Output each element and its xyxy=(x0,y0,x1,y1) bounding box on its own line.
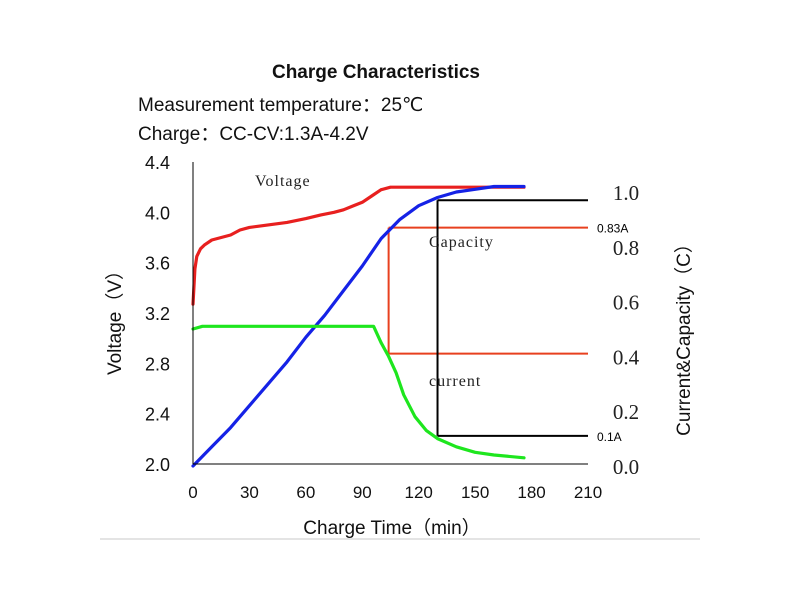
y-left-tick-label-4: 3.6 xyxy=(145,254,170,274)
y-left-tick-labels: 2.0 2.4 2.8 3.2 3.6 4.0 4.4 xyxy=(145,153,170,475)
x-tick-label-0: 0 xyxy=(188,483,197,502)
y-left-tick-label-2: 2.8 xyxy=(145,354,170,374)
chart-title: Charge Characteristics xyxy=(272,62,480,83)
y-left-tick-label-1: 2.4 xyxy=(145,405,170,425)
y-right-tick-label-5: 1.0 xyxy=(613,181,639,205)
y-left-tick-label-0: 2.0 xyxy=(145,455,170,475)
x-tick-label-1: 30 xyxy=(240,483,259,502)
guide-lines xyxy=(387,199,588,437)
current-series-line xyxy=(191,324,526,460)
voltage-series-label: Voltage xyxy=(255,173,311,190)
y-right-tick-label-2: 0.4 xyxy=(613,345,640,369)
voltage-series-line xyxy=(191,185,526,306)
capacity-series-line xyxy=(191,184,526,468)
current-series-label: current xyxy=(429,373,481,390)
y-right-tick-label-1: 0.2 xyxy=(613,400,639,424)
x-tick-label-6: 180 xyxy=(517,483,545,502)
x-axis-label: Charge Time（min） xyxy=(303,517,480,539)
series-layer xyxy=(191,184,526,468)
y-left-tick-label-6: 4.4 xyxy=(145,153,170,173)
y-right-axis-label: Current&Capacity（C） xyxy=(673,234,695,436)
y-right-tick-labels: 0.0 0.2 0.4 0.6 0.8 1.0 xyxy=(613,181,640,479)
y-right-tick-label-0: 0.0 xyxy=(613,455,639,479)
plot-frame xyxy=(192,162,588,465)
x-tick-label-3: 90 xyxy=(353,483,372,502)
chart-subtitle-charge: Charge：CC-CV:1.3A-4.2V xyxy=(138,124,369,145)
capacity-series-label: Capacity xyxy=(429,234,494,251)
annotations: 0.83A 0.1A xyxy=(597,222,628,444)
annotation-0: 0.83A xyxy=(597,222,628,236)
x-tick-label-4: 120 xyxy=(405,483,433,502)
y-left-axis-label: Voltage（V） xyxy=(104,261,126,375)
y-left-tick-label-5: 4.0 xyxy=(145,203,170,223)
x-tick-label-7: 210 xyxy=(574,483,602,502)
x-tick-labels: 0 30 60 90 120 150 180 210 xyxy=(188,483,602,502)
x-tick-label-5: 150 xyxy=(461,483,489,502)
series-labels: Voltage Capacity current xyxy=(255,173,494,390)
x-tick-label-2: 60 xyxy=(296,483,315,502)
chart-subtitle-temperature: Measurement temperature：25℃ xyxy=(138,95,423,116)
annotation-1: 0.1A xyxy=(597,430,622,444)
y-left-tick-label-3: 3.2 xyxy=(145,304,170,324)
y-right-tick-label-4: 0.8 xyxy=(613,236,639,260)
y-right-tick-label-3: 0.6 xyxy=(613,291,639,315)
